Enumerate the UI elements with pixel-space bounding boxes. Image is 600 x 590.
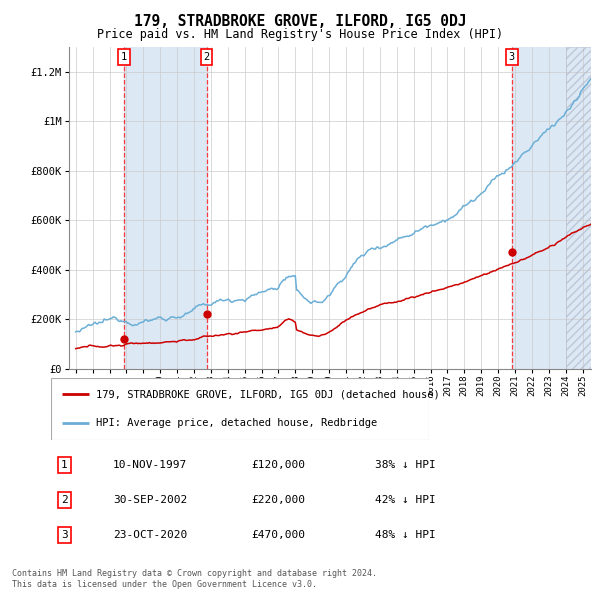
Text: HPI: Average price, detached house, Redbridge: HPI: Average price, detached house, Redb… (97, 418, 377, 428)
Text: 3: 3 (509, 52, 515, 62)
Text: £120,000: £120,000 (251, 460, 305, 470)
Text: Contains HM Land Registry data © Crown copyright and database right 2024.
This d: Contains HM Land Registry data © Crown c… (12, 569, 377, 589)
Text: 48% ↓ HPI: 48% ↓ HPI (375, 530, 436, 540)
Text: 179, STRADBROKE GROVE, ILFORD, IG5 0DJ (detached house): 179, STRADBROKE GROVE, ILFORD, IG5 0DJ (… (97, 389, 440, 399)
Text: Price paid vs. HM Land Registry's House Price Index (HPI): Price paid vs. HM Land Registry's House … (97, 28, 503, 41)
Text: 30-SEP-2002: 30-SEP-2002 (113, 495, 187, 505)
Bar (512, 47, 591, 369)
FancyBboxPatch shape (51, 378, 429, 440)
Text: 10-NOV-1997: 10-NOV-1997 (113, 460, 187, 470)
Text: 179, STRADBROKE GROVE, ILFORD, IG5 0DJ: 179, STRADBROKE GROVE, ILFORD, IG5 0DJ (134, 14, 466, 28)
Bar (124, 47, 206, 369)
Text: £220,000: £220,000 (251, 495, 305, 505)
Text: £470,000: £470,000 (251, 530, 305, 540)
Text: 1: 1 (121, 52, 127, 62)
Text: 23-OCT-2020: 23-OCT-2020 (113, 530, 187, 540)
Text: 42% ↓ HPI: 42% ↓ HPI (375, 495, 436, 505)
Text: 3: 3 (61, 530, 68, 540)
Text: 1: 1 (61, 460, 68, 470)
Text: 38% ↓ HPI: 38% ↓ HPI (375, 460, 436, 470)
Text: 2: 2 (203, 52, 210, 62)
Text: 2: 2 (61, 495, 68, 505)
